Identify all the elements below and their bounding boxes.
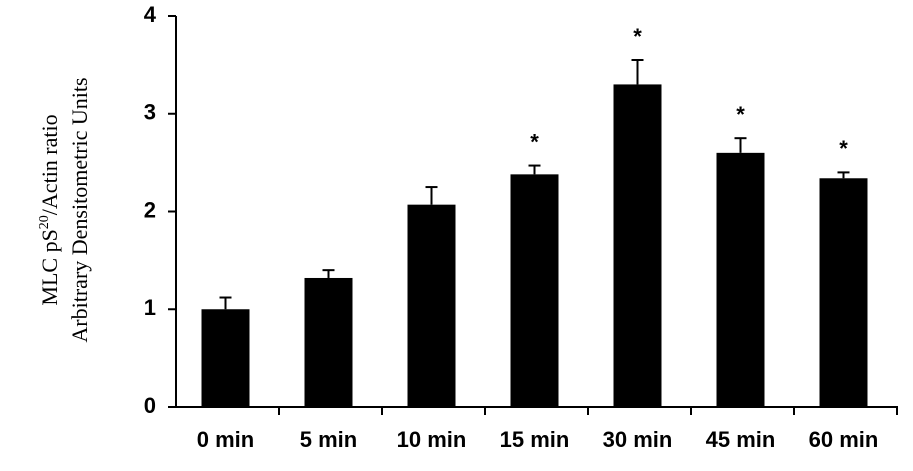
y-tick-label: 2 — [144, 197, 156, 222]
y-title-part: /Actin ratio — [37, 114, 62, 215]
significance-marker: * — [530, 129, 539, 154]
bar — [407, 204, 456, 407]
bar — [304, 277, 353, 407]
bar — [716, 152, 765, 407]
x-tick-label: 60 min — [809, 427, 879, 452]
y-tick-label: 1 — [144, 295, 156, 320]
x-tick-label: 0 min — [197, 427, 254, 452]
significance-marker: * — [736, 102, 745, 127]
y-tick-label: 0 — [144, 393, 156, 418]
y-title-part: 20 — [37, 215, 52, 229]
y-axis-title: MLC pS20/Actin ratio Arbitrary Densitomet… — [37, 77, 92, 342]
bar — [201, 309, 250, 407]
bar — [613, 84, 662, 408]
x-tick-label: 15 min — [500, 427, 570, 452]
y-title-line: Arbitrary Densitometric Units — [67, 77, 92, 342]
y-title-part: MLC pS — [37, 229, 62, 305]
bar — [510, 174, 559, 407]
y-tick-label: 3 — [144, 100, 156, 125]
x-tick-label: 45 min — [706, 427, 776, 452]
y-tick-label: 4 — [144, 2, 157, 27]
significance-marker: * — [633, 24, 642, 49]
y-title-part: Arbitrary Densitometric Units — [67, 77, 92, 342]
x-tick-label: 5 min — [300, 427, 357, 452]
significance-marker: * — [839, 136, 848, 161]
x-tick-label: 30 min — [603, 427, 673, 452]
x-tick-label: 10 min — [397, 427, 467, 452]
bar — [819, 178, 868, 407]
y-title-line: MLC pS20/Actin ratio — [37, 114, 62, 305]
